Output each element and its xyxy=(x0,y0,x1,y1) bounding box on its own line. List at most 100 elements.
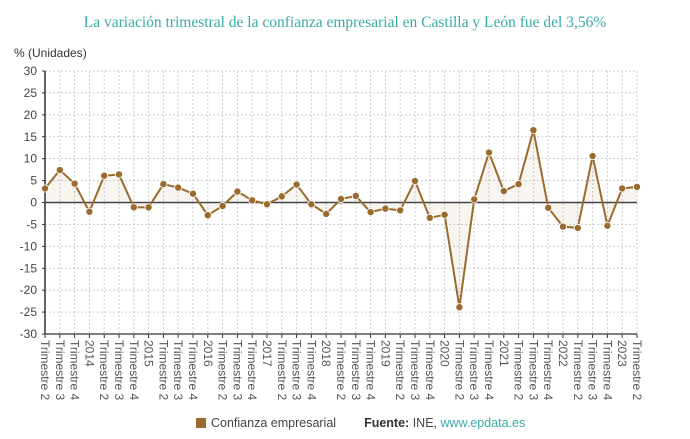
data-point xyxy=(559,222,568,231)
y-tick-label: -30 xyxy=(20,327,38,341)
x-tick-label: Trimestre 3 xyxy=(467,340,481,401)
data-point xyxy=(499,187,508,196)
data-point xyxy=(440,210,449,219)
data-point xyxy=(336,194,345,203)
y-tick-label: 10 xyxy=(24,152,38,166)
data-point xyxy=(544,203,553,212)
x-tick-label: Trimestre 3 xyxy=(408,340,422,401)
data-point xyxy=(366,208,375,217)
data-point xyxy=(218,202,227,211)
data-point xyxy=(484,148,493,157)
x-tick-label: Trimestre 3 xyxy=(290,340,304,401)
data-point xyxy=(633,182,642,191)
x-tick-label: Trimestre 2 xyxy=(216,340,230,401)
x-tick-label: Trimestre 3 xyxy=(586,340,600,401)
data-point xyxy=(188,189,197,198)
data-point xyxy=(277,192,286,201)
data-point xyxy=(470,195,479,204)
data-point xyxy=(351,191,360,200)
legend-label: Confianza empresarial xyxy=(211,416,337,430)
x-tick-label: Trimestre 2 xyxy=(452,340,466,401)
data-point xyxy=(514,180,523,189)
data-point xyxy=(41,184,50,193)
y-tick-label: 15 xyxy=(24,130,38,144)
x-tick-label: 2020 xyxy=(438,340,452,367)
x-tick-label: Trimestre 3 xyxy=(230,340,244,401)
data-point xyxy=(129,203,138,212)
x-tick-label: Trimestre 4 xyxy=(482,340,496,401)
data-point xyxy=(174,183,183,192)
data-point xyxy=(529,126,538,135)
x-tick-label: 2021 xyxy=(497,340,511,367)
x-tick-label: Trimestre 4 xyxy=(186,340,200,401)
y-axis-label: % (Unidades) xyxy=(14,46,87,60)
data-point xyxy=(322,209,331,218)
x-tick-label: Trimestre 4 xyxy=(127,340,141,401)
x-tick-label: Trimestre 3 xyxy=(53,340,67,401)
data-point xyxy=(55,166,64,175)
y-tick-label: 5 xyxy=(30,174,37,188)
data-point xyxy=(603,221,612,230)
data-point xyxy=(425,213,434,222)
x-tick-label: Trimestre 4 xyxy=(304,340,318,401)
y-tick-label: 30 xyxy=(24,64,38,78)
data-point xyxy=(203,211,212,220)
x-tick-label: 2022 xyxy=(556,340,570,367)
x-tick-label: Trimestre 2 xyxy=(275,340,289,401)
data-point xyxy=(455,303,464,312)
data-point xyxy=(573,223,582,232)
x-tick-label: Trimestre 2 xyxy=(571,340,585,401)
x-tick-label: Trimestre 4 xyxy=(600,340,614,401)
data-point xyxy=(248,196,257,205)
y-tick-label: 20 xyxy=(24,108,38,122)
x-tick-label: Trimestre 2 xyxy=(512,340,526,401)
legend: Confianza empresarial Fuente: INE, www.e… xyxy=(196,416,525,430)
y-tick-label: 0 xyxy=(30,196,37,210)
x-tick-label: Trimestre 4 xyxy=(68,340,82,401)
x-tick-label: Trimestre 4 xyxy=(364,340,378,401)
x-tick-label: 2019 xyxy=(378,340,392,367)
x-tick-label: Trimestre 3 xyxy=(349,340,363,401)
data-point xyxy=(100,171,109,180)
data-point xyxy=(85,207,94,216)
chart-title: La variación trimestral de la confianza … xyxy=(83,14,607,31)
x-tick-label: Trimestre 3 xyxy=(112,340,126,401)
y-tick-label: 25 xyxy=(24,86,38,100)
data-point xyxy=(588,152,597,161)
x-tick-label: Trimestre 2 xyxy=(393,340,407,401)
x-tick-label: 2023 xyxy=(615,340,629,367)
data-point xyxy=(159,180,168,189)
y-tick-label: -20 xyxy=(20,283,38,297)
y-tick-label: -5 xyxy=(26,217,37,231)
data-point xyxy=(410,177,419,186)
x-tick-label: 2015 xyxy=(142,340,156,367)
y-tick-label: -15 xyxy=(20,261,38,275)
data-point xyxy=(144,203,153,212)
data-point xyxy=(233,187,242,196)
data-point xyxy=(307,200,316,209)
x-tick-label: Trimestre 4 xyxy=(423,340,437,401)
x-tick-label: 2014 xyxy=(82,340,96,367)
x-tick-label: 2017 xyxy=(260,340,274,367)
area-fill xyxy=(45,130,637,308)
x-tick-label: 2016 xyxy=(201,340,215,367)
x-tick-label: Trimestre 4 xyxy=(245,340,259,401)
data-point xyxy=(381,204,390,213)
x-tick-label: Trimestre 4 xyxy=(541,340,555,401)
data-point xyxy=(396,206,405,215)
legend-swatch xyxy=(196,418,206,428)
data-point xyxy=(70,179,79,188)
data-point xyxy=(262,200,271,209)
data-point xyxy=(115,170,124,179)
x-tick-label: Trimestre 2 xyxy=(97,340,111,401)
data-point xyxy=(618,184,627,193)
y-tick-label: -25 xyxy=(20,305,38,319)
source: Fuente: INE, www.epdata.es xyxy=(364,416,525,430)
source-link[interactable]: www.epdata.es xyxy=(440,416,526,430)
source-name: INE, xyxy=(412,416,441,430)
data-point xyxy=(292,180,301,189)
x-tick-label: Trimestre 3 xyxy=(171,340,185,401)
x-tick-label: Trimestre 2 xyxy=(38,340,52,401)
source-label: Fuente: xyxy=(364,416,410,430)
